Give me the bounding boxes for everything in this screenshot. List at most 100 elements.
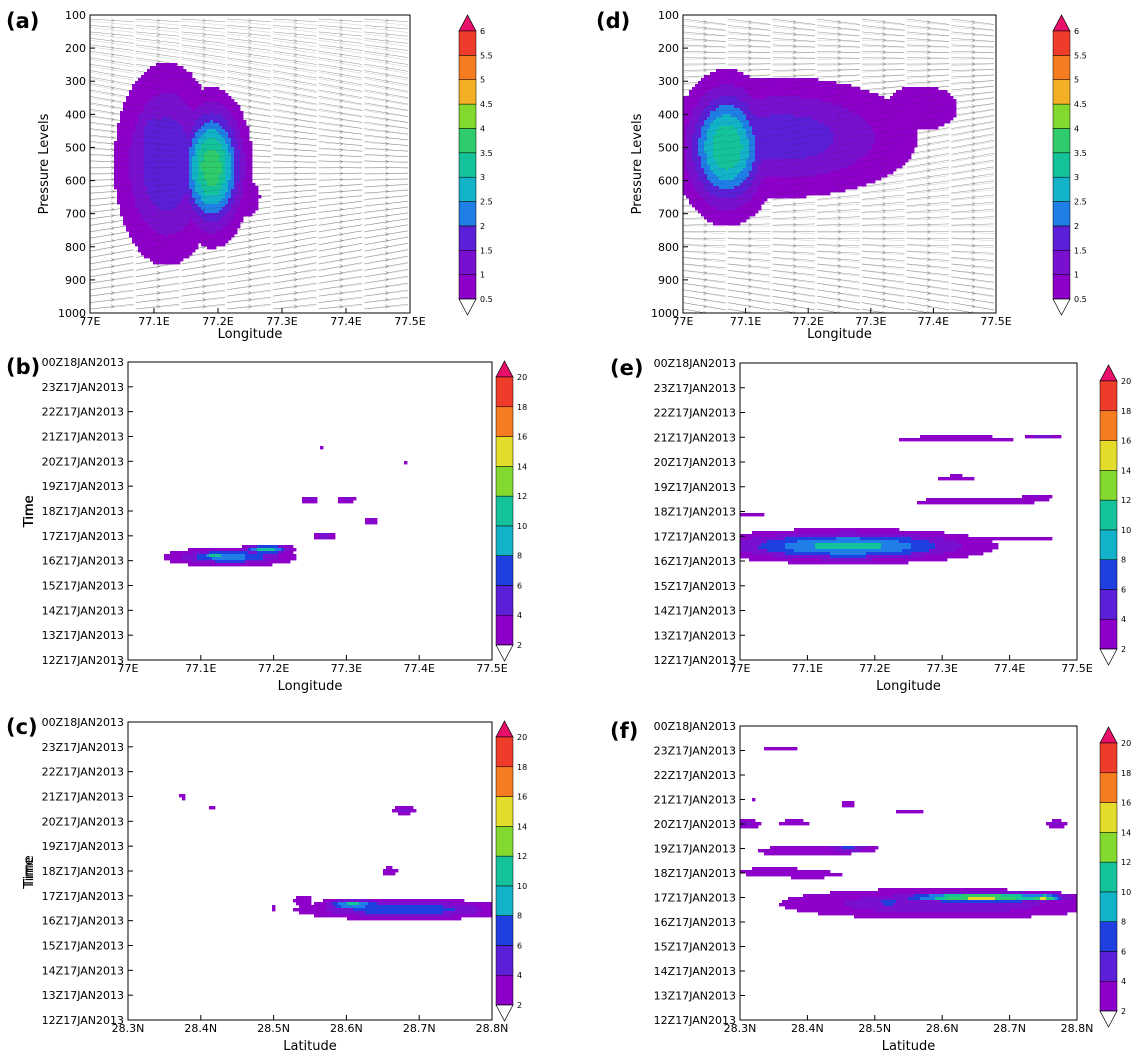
contour-cell bbox=[246, 153, 253, 157]
contour-cell bbox=[123, 108, 145, 112]
contour-cell bbox=[114, 156, 130, 160]
x-tick-label: 77.5E bbox=[1061, 662, 1092, 675]
contour-cell bbox=[743, 144, 750, 148]
contour-cell bbox=[719, 84, 735, 88]
colorbar-tick-label: 16 bbox=[1121, 437, 1131, 446]
contour-cell bbox=[144, 177, 190, 181]
contour-cell bbox=[365, 518, 372, 522]
contour-cell bbox=[686, 153, 693, 157]
contour-cell bbox=[803, 894, 894, 898]
contour-cell bbox=[243, 180, 253, 184]
contour-cell bbox=[686, 165, 696, 169]
contour-cell bbox=[833, 141, 876, 145]
colorbar-box bbox=[458, 250, 477, 275]
contour-cell bbox=[147, 69, 187, 73]
contour-cell bbox=[182, 797, 186, 801]
contour-cell bbox=[737, 195, 753, 199]
contour-cell bbox=[701, 135, 708, 139]
contour-cell bbox=[207, 129, 217, 133]
contour-cell bbox=[192, 168, 199, 172]
contour-cell bbox=[225, 177, 232, 181]
contour-cell bbox=[228, 123, 238, 127]
contour-cell bbox=[1052, 435, 1062, 439]
contour-cell bbox=[234, 135, 241, 139]
contour-cell bbox=[833, 138, 876, 142]
contour-cell bbox=[234, 177, 241, 181]
contour-cell bbox=[246, 174, 253, 178]
contour-cell bbox=[147, 189, 193, 193]
colorbar-tick-label: 4 bbox=[1121, 977, 1126, 986]
x-tick-label: 28.5N bbox=[257, 1022, 290, 1035]
contour-cell bbox=[746, 159, 756, 163]
contour-cell bbox=[201, 207, 223, 211]
contour-cell bbox=[785, 552, 831, 556]
contour-cell bbox=[386, 866, 393, 870]
contour-cell bbox=[878, 888, 1008, 892]
contour-cell bbox=[749, 558, 822, 562]
contour-cell bbox=[716, 108, 741, 112]
contour-cell bbox=[225, 192, 232, 196]
contour-cell bbox=[683, 135, 687, 139]
contour-cell bbox=[234, 195, 244, 199]
contour-cell bbox=[219, 123, 229, 127]
colorbar-box bbox=[1099, 891, 1118, 922]
contour-cell bbox=[138, 114, 202, 118]
contour-cell bbox=[347, 902, 360, 906]
y-tick-label: 23Z17JAN2013 bbox=[42, 741, 124, 754]
contour-cell bbox=[371, 518, 375, 522]
y-tick-label: 21Z17JAN2013 bbox=[42, 791, 124, 804]
contour-cell bbox=[827, 147, 873, 151]
y-tick-label: 19Z17JAN2013 bbox=[654, 843, 736, 856]
contour-cell bbox=[758, 168, 840, 172]
contour-cell bbox=[198, 105, 226, 109]
colorbar-box bbox=[458, 79, 477, 105]
x-tick-label: 77E bbox=[80, 315, 101, 328]
colorbar-tick-label: 16 bbox=[1121, 799, 1131, 808]
contour-cell bbox=[192, 141, 199, 145]
colorbar-tick-label: 8 bbox=[1121, 918, 1126, 927]
contour-cell bbox=[204, 177, 220, 181]
contour-cell bbox=[842, 105, 957, 109]
contour-cell bbox=[129, 147, 145, 151]
contour-cell bbox=[195, 183, 202, 187]
contour-cell bbox=[150, 258, 184, 262]
contour-cell bbox=[683, 141, 687, 145]
contour-cell bbox=[138, 120, 148, 124]
contour-cell bbox=[147, 120, 178, 124]
colorbar-tick-label: 1.5 bbox=[480, 246, 493, 255]
contour-cell bbox=[207, 231, 217, 235]
contour-cell bbox=[216, 138, 226, 142]
contour-cell bbox=[857, 531, 945, 535]
colorbar-tick-label: 5 bbox=[480, 76, 485, 85]
contour-cell bbox=[743, 192, 756, 196]
contour-cell bbox=[114, 186, 133, 190]
contour-cell bbox=[692, 204, 711, 208]
contour-cell bbox=[704, 168, 711, 172]
colorbar-tick-label: 12 bbox=[1121, 496, 1131, 505]
contour-cell bbox=[368, 902, 378, 906]
contour-cell bbox=[701, 132, 708, 136]
contour-cell bbox=[219, 180, 226, 184]
contour-cell bbox=[830, 555, 867, 559]
contour-cell bbox=[144, 156, 190, 160]
colorbar-tick-label: 2 bbox=[517, 641, 522, 650]
contour-cell bbox=[740, 870, 831, 874]
contour-cell bbox=[272, 908, 276, 912]
contour-cell bbox=[182, 557, 198, 561]
x-axis-label: Longitude bbox=[278, 679, 343, 694]
plot-area bbox=[740, 363, 1077, 660]
contour-cell bbox=[132, 87, 202, 91]
contour-cell bbox=[129, 177, 145, 181]
contour-cell bbox=[189, 186, 196, 190]
panel-a: 77E 77.1E 77.2E 77.3E 77.4E 77.5E 100 200 300 400… bbox=[6, 9, 493, 342]
y-axis-label: Time bbox=[22, 857, 37, 890]
contour-cell bbox=[135, 126, 145, 130]
contour-cell bbox=[225, 156, 232, 160]
contour-cell bbox=[1049, 825, 1065, 829]
contour-cell bbox=[899, 438, 1014, 442]
contour-cell bbox=[204, 201, 220, 205]
contour-cell bbox=[189, 165, 193, 169]
contour-cell bbox=[186, 102, 205, 106]
contour-cell bbox=[743, 147, 750, 151]
contour-cell bbox=[189, 105, 199, 109]
